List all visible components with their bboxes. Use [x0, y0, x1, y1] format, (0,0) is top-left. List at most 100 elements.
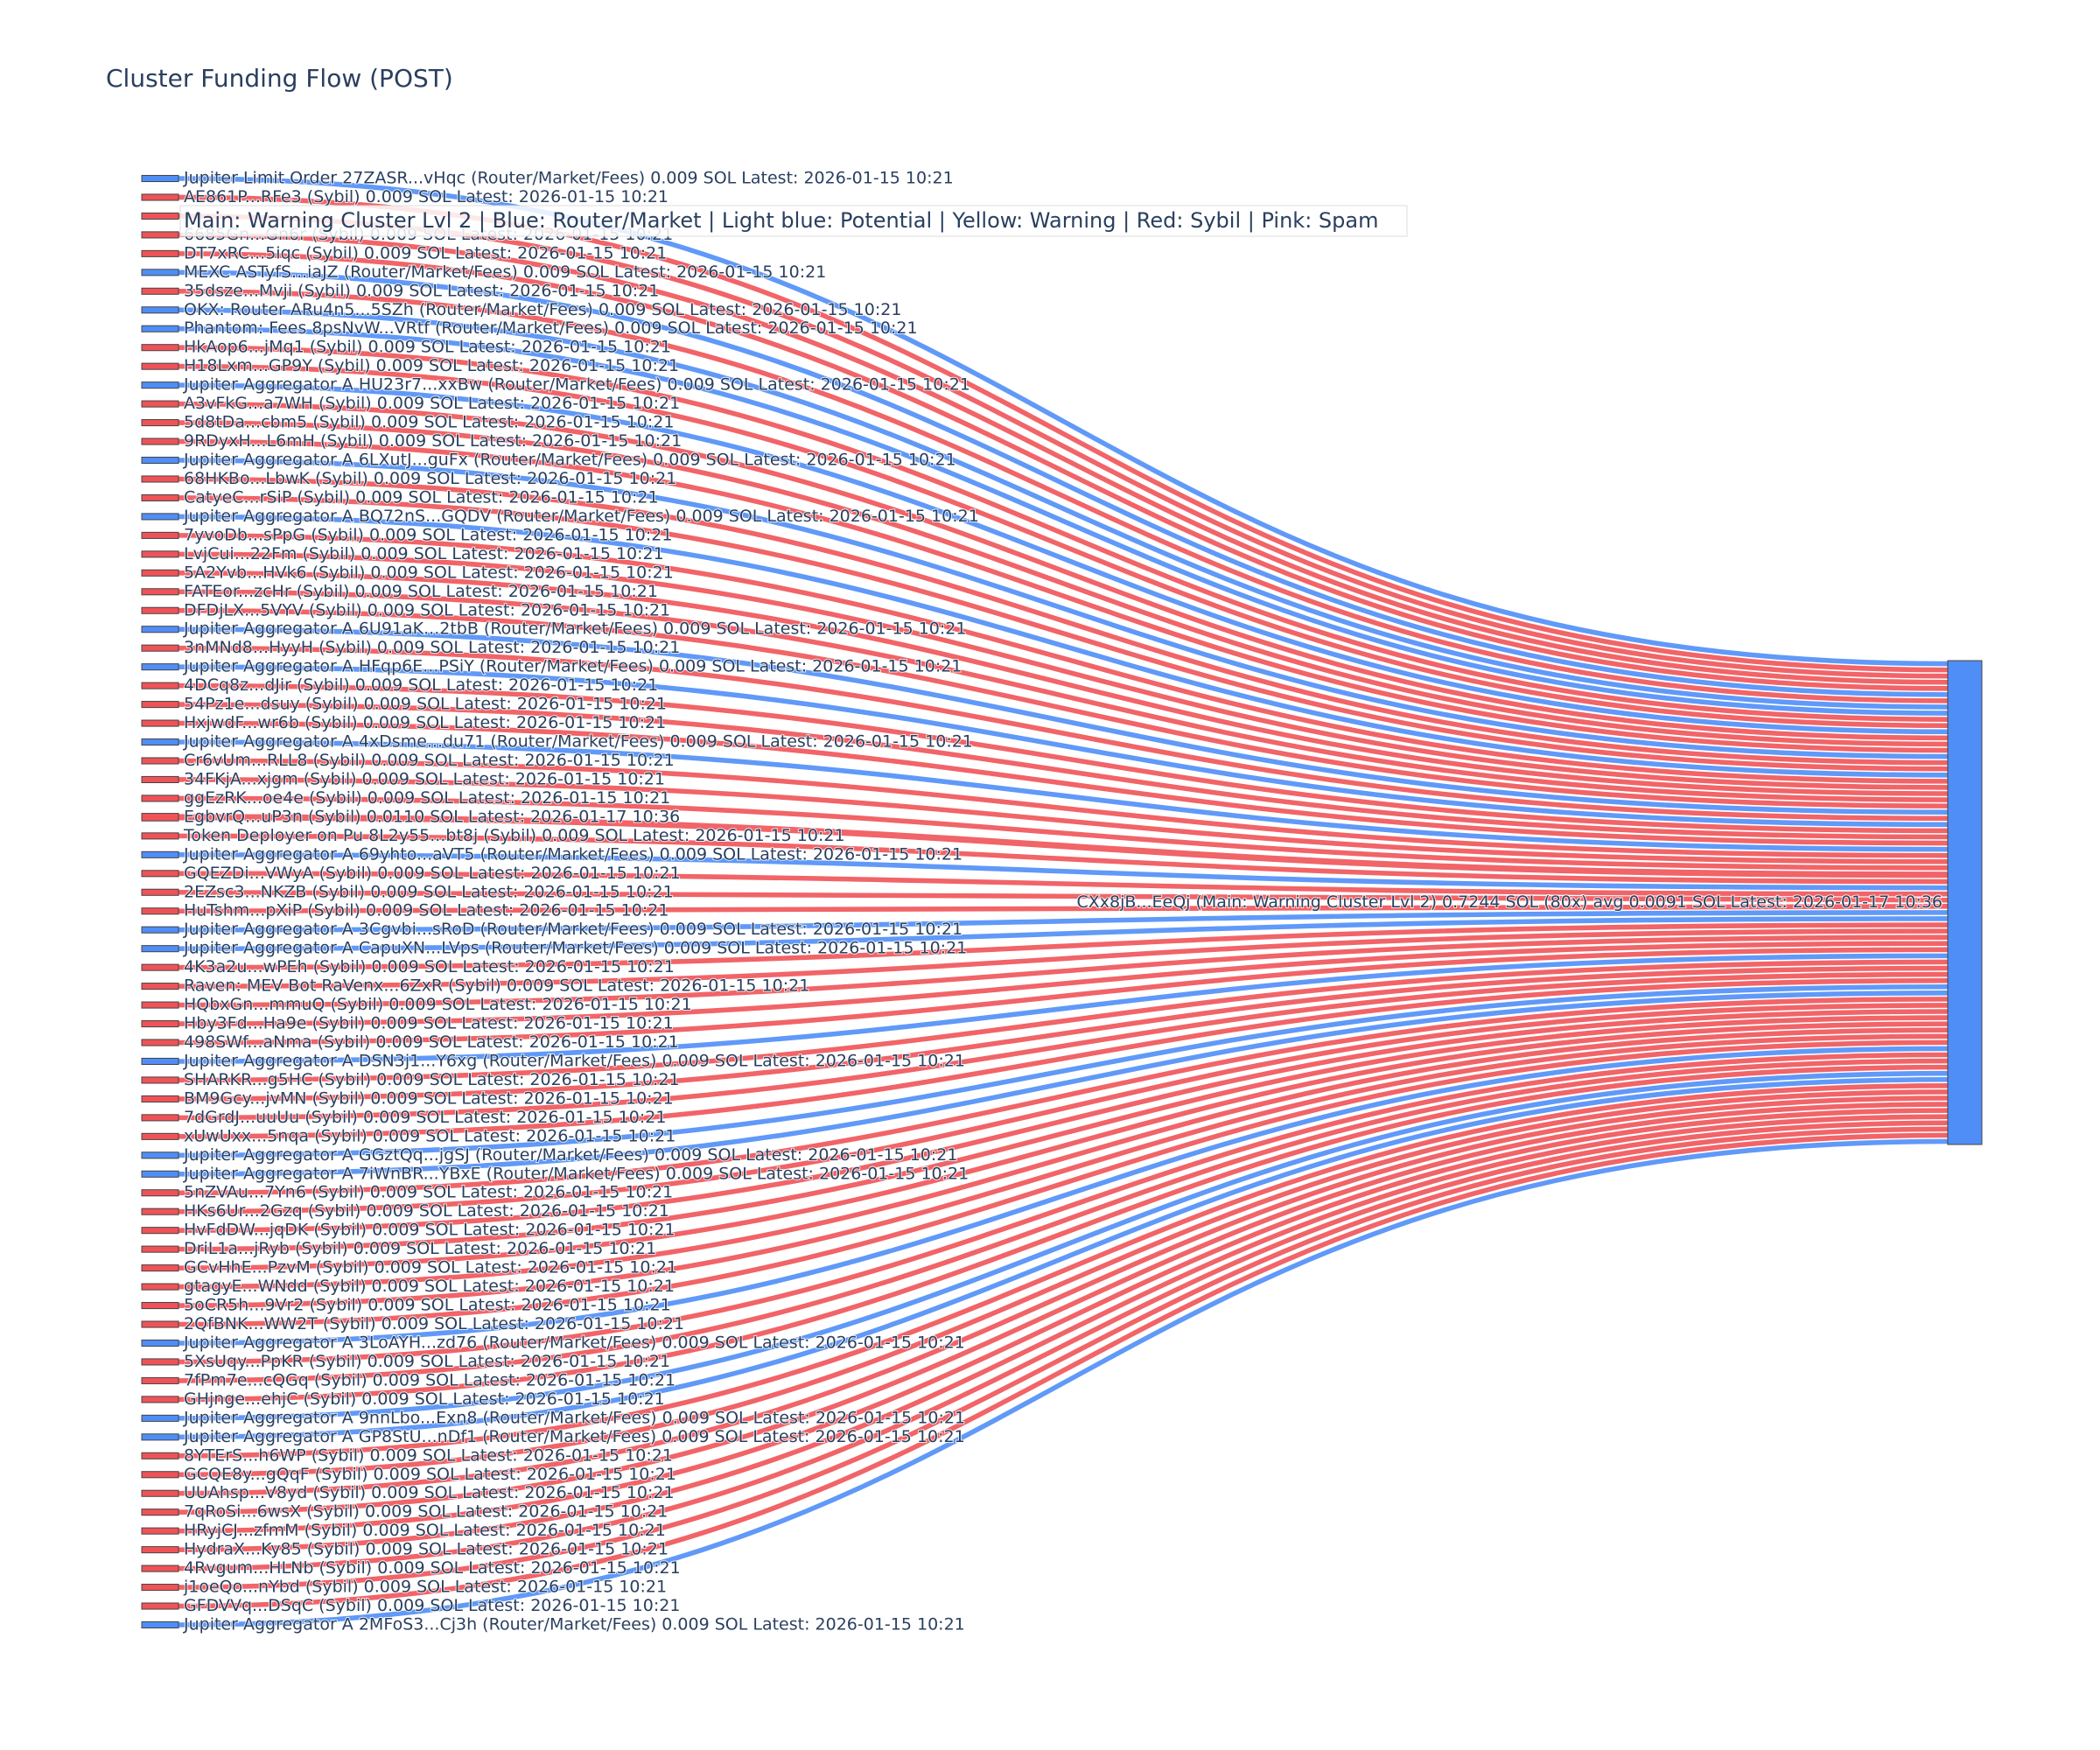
- link: [178, 977, 1949, 1139]
- link: [178, 1089, 1949, 1478]
- link: [178, 959, 1949, 1083]
- source-node: [141, 1376, 179, 1384]
- source-label: HxjwdF...wr6b (Sybil) 0.009 SOL Latest: …: [184, 713, 666, 732]
- annotation: Main: Warning Cluster Lvl 2 | Blue: Rout…: [184, 208, 1378, 233]
- source-node: [141, 1264, 179, 1272]
- source-node: [141, 644, 179, 652]
- source-label: GHjnge...ehjC (Sybil) 0.009 SOL Latest: …: [184, 1390, 665, 1409]
- link: [178, 214, 1949, 679]
- source-label: Hby3Fd...Ha9e (Sybil) 0.009 SOL Latest: …: [184, 1014, 674, 1033]
- chart-title: Cluster Funding Flow (POST): [106, 64, 453, 93]
- source-label: 9RDyxH...L6mH (Sybil) 0.009 SOL Latest: …: [184, 431, 682, 451]
- source-label: 7fPm7e...cQGq (Sybil) 0.009 SOL Latest: …: [184, 1370, 676, 1390]
- link: [178, 941, 1949, 1026]
- target-label: CXx8jB...EeQj (Main: Warning Cluster Lvl…: [1076, 892, 1942, 912]
- source-node: [141, 1358, 179, 1366]
- source-label: Jupiter Aggregator A DSN3j1...Y6xg (Rout…: [183, 1051, 965, 1070]
- source-label: HuTshm...pXiP (Sybil) 0.009 SOL Latest: …: [184, 901, 668, 920]
- source-label: Jupiter Aggregator A CapuXN...LVps (Rout…: [183, 939, 967, 958]
- link: [178, 833, 1949, 885]
- source-label: 7dGrdJ...uuUu (Sybil) 0.009 SOL Latest: …: [184, 1108, 666, 1127]
- source-label: 498SWf...aNma (Sybil) 0.009 SOL Latest: …: [184, 1032, 679, 1052]
- link: [178, 401, 1949, 741]
- source-label: 7yvoDb...sPpG (Sybil) 0.009 SOL Latest: …: [184, 525, 672, 544]
- link: [178, 910, 1949, 933]
- source-label: 5oCR5h...9Vr2 (Sybil) 0.009 SOL Latest: …: [184, 1296, 671, 1315]
- source-label: Token Deployer on Pu 8L2y55...bt8j (Sybi…: [183, 826, 845, 845]
- source-node: [141, 1584, 179, 1592]
- source-label: HydraX...Ky85 (Sybil) 0.009 SOL Latest: …: [184, 1540, 668, 1559]
- link: [178, 889, 1949, 903]
- source-label: DriL1a...jRyb (Sybil) 0.009 SOL Latest: …: [184, 1239, 656, 1258]
- source-label: Jupiter Aggregator A 4xDsme...du71 (Rout…: [183, 732, 973, 752]
- source-node: [141, 1320, 179, 1328]
- source-node: [141, 1057, 179, 1066]
- source-node: [141, 832, 179, 840]
- source-label: Jupiter Aggregator A 3LoAYH...zd76 (Rout…: [183, 1333, 965, 1352]
- link: [178, 682, 1949, 834]
- source-node: [141, 1245, 179, 1253]
- link: [178, 971, 1949, 1121]
- link: [178, 1126, 1949, 1590]
- source-label: HQbxGn...mmuQ (Sybil) 0.009 SOL Latest: …: [184, 995, 692, 1014]
- link: [178, 664, 1949, 828]
- source-node: [141, 1076, 179, 1084]
- link: [178, 1040, 1949, 1327]
- link: [178, 953, 1949, 1064]
- link: [178, 1132, 1949, 1609]
- source-label: ggEzRK...oe4e (Sybil) 0.009 SOL Latest: …: [184, 788, 670, 808]
- source-label: 2EZsc3...NKZB (Sybil) 0.009 SOL Latest: …: [184, 882, 674, 901]
- source-label: GQEZDi...VWyA (Sybil) 0.009 SOL Latest: …: [184, 864, 681, 883]
- source-label: GFDVVq...DSqC (Sybil) 0.009 SOL Latest: …: [184, 1596, 680, 1615]
- link: [178, 702, 1949, 840]
- source-label: GCQE8y...gQqF (Sybil) 0.009 SOL Latest: …: [184, 1465, 676, 1484]
- source-node: [141, 1452, 179, 1460]
- source-label: SHARKR...g5HC (Sybil) 0.009 SOL Latest: …: [184, 1070, 680, 1089]
- source-node: [141, 775, 179, 783]
- source-node: [141, 419, 179, 427]
- source-node: [141, 475, 179, 483]
- link: [178, 270, 1949, 697]
- source-node: [141, 1527, 179, 1535]
- link: [178, 934, 1949, 1008]
- source-label: 34FKjA...xjgm (Sybil) 0.009 SOL Latest: …: [184, 769, 665, 788]
- source-node: [141, 606, 179, 614]
- source-label: 5A2Yvb...HVk6 (Sybil) 0.009 SOL Latest: …: [184, 563, 674, 582]
- link: [178, 1070, 1949, 1421]
- link: [178, 758, 1949, 858]
- source-label: HKs6Ur...2Gzq (Sybil) 0.009 SOL Latest: …: [184, 1201, 669, 1221]
- link: [178, 345, 1949, 722]
- source-label: 4K3a2u...wPEh (Sybil) 0.009 SOL Latest: …: [184, 957, 675, 976]
- source-node: [141, 926, 179, 934]
- source-node: [141, 400, 179, 408]
- link: [178, 1064, 1949, 1403]
- source-label: Jupiter Aggregator A HFqp6E...PSiY (Rout…: [183, 657, 962, 676]
- source-label: H18Lxm...GP9Y (Sybil) 0.009 SOL Latest: …: [184, 356, 679, 375]
- source-node: [141, 1189, 179, 1197]
- source-node: [141, 1208, 179, 1215]
- link: [178, 720, 1949, 846]
- source-node: [141, 1489, 179, 1497]
- source-label: 5nZVAu...7Yn6 (Sybil) 0.009 SOL Latest: …: [184, 1183, 673, 1202]
- link: [178, 1003, 1949, 1214]
- source-node: [141, 1152, 179, 1159]
- link: [178, 916, 1949, 951]
- link: [178, 326, 1949, 716]
- source-label: Jupiter Aggregator A BQ72nS...GQDV (Rout…: [183, 507, 979, 526]
- source-label: 7qRoSi...6wsX (Sybil) 0.009 SOL Latest: …: [184, 1502, 668, 1522]
- source-label: DT7xRC...5iqc (Sybil) 0.009 SOL Latest: …: [184, 243, 667, 262]
- source-node: [141, 212, 179, 220]
- source-label: 8YTErS...h6WP (Sybil) 0.009 SOL Latest: …: [184, 1446, 673, 1465]
- source-label: Jupiter Aggregator A 2MFoS3...Cj3h (Rout…: [183, 1615, 965, 1634]
- source-label: 35dsze...Mvji (Sybil) 0.009 SOL Latest: …: [184, 281, 659, 300]
- link: [178, 514, 1949, 778]
- source-label: HRyjCJ...zfmM (Sybil) 0.009 SOL Latest: …: [184, 1521, 666, 1540]
- source-node: [141, 1339, 179, 1348]
- source-node: [141, 1546, 179, 1554]
- source-label: Jupiter Aggregator A 69yhto...aVT5 (Rout…: [183, 844, 962, 864]
- link: [178, 1015, 1949, 1252]
- link: [178, 1027, 1949, 1290]
- source-label: AE861P...RFe3 (Sybil) 0.009 SOL Latest: …: [184, 187, 668, 206]
- source-node: [141, 1620, 179, 1629]
- link: [178, 852, 1949, 891]
